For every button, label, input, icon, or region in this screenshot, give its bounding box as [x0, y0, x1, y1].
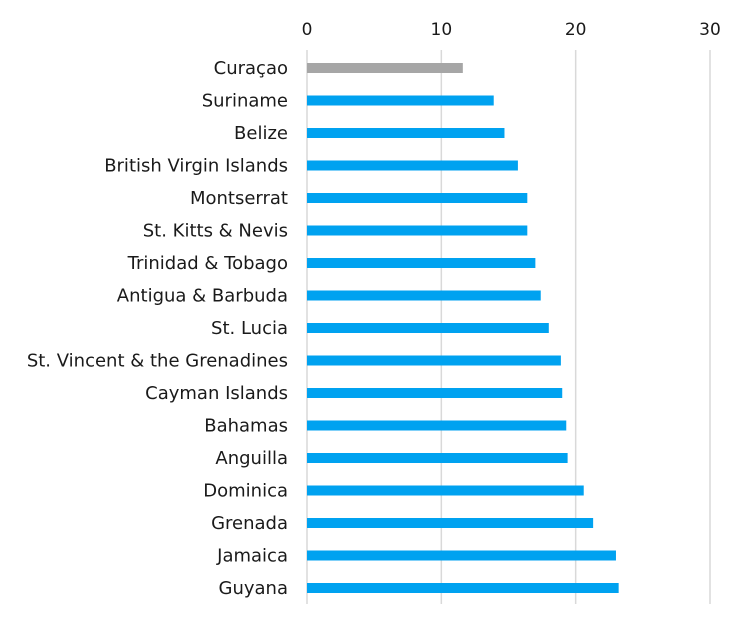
bar-13	[307, 485, 584, 496]
x-tick-label: 30	[699, 20, 721, 40]
category-label: Montserrat	[190, 188, 288, 209]
category-labels: Curaçao Suriname Belize British Virgin Isla…	[27, 58, 288, 599]
bar-4	[307, 193, 528, 203]
category-label: Trinidad & Tobago	[127, 253, 288, 274]
category-label: Bahamas	[204, 416, 288, 437]
category-label: Dominica	[203, 481, 288, 502]
x-tick-label: 0	[302, 20, 313, 40]
bar-14	[307, 518, 594, 528]
bar-0	[307, 63, 463, 73]
category-label: Grenada	[211, 513, 288, 534]
category-label: Cayman Islands	[145, 383, 288, 404]
category-label: St. Kitts & Nevis	[143, 221, 288, 242]
bar-11	[307, 420, 567, 431]
bar-9	[307, 355, 561, 366]
bar-5	[307, 225, 528, 236]
category-label: Jamaica	[216, 546, 288, 567]
bar-3	[307, 160, 518, 171]
category-label: Antigua & Barbuda	[117, 286, 288, 307]
category-label: British Virgin Islands	[104, 156, 288, 177]
x-axis-tick-labels: 0 10 20 30	[302, 20, 721, 40]
category-label: Guyana	[219, 578, 288, 599]
bars	[307, 63, 619, 593]
bar-2	[307, 128, 505, 138]
x-tick-label: 10	[431, 20, 453, 40]
category-label: Suriname	[202, 91, 288, 112]
bar-1	[307, 95, 494, 106]
category-label: Belize	[234, 123, 288, 144]
bar-10	[307, 388, 563, 398]
category-label: Anguilla	[215, 448, 288, 469]
category-label: St. Vincent & the Grenadines	[27, 351, 288, 372]
bar-16	[307, 583, 619, 593]
category-label: Curaçao	[214, 58, 288, 79]
category-label: St. Lucia	[211, 318, 288, 339]
bar-12	[307, 453, 568, 463]
bar-8	[307, 323, 549, 333]
x-tick-label: 20	[565, 20, 587, 40]
bar-6	[307, 258, 536, 268]
bar-7	[307, 290, 541, 301]
bar-15	[307, 550, 616, 561]
